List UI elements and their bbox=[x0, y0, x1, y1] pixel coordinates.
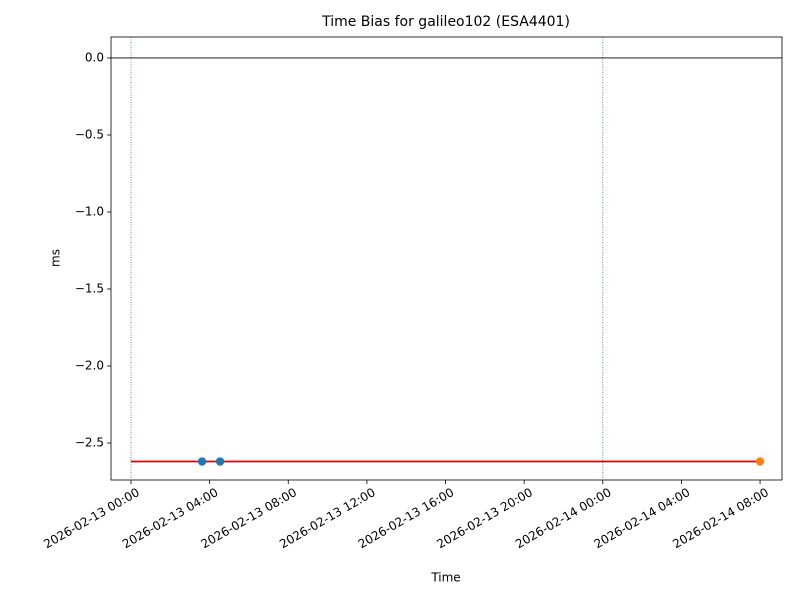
y-tick-label: −2.5 bbox=[75, 436, 104, 450]
plot-frame bbox=[110, 36, 783, 481]
data-point bbox=[197, 457, 207, 466]
data-point bbox=[755, 457, 765, 466]
y-tick-label: −2.0 bbox=[75, 359, 104, 373]
x-axis-label: Time bbox=[430, 571, 460, 585]
y-axis-label: ms bbox=[49, 249, 63, 267]
y-tick-label: −1.0 bbox=[75, 204, 104, 218]
y-tick-label: 0.0 bbox=[85, 50, 104, 64]
y-tick-label: −0.5 bbox=[75, 127, 104, 141]
y-tick-label: −1.5 bbox=[75, 281, 104, 295]
chart-title: Time Bias for galileo102 (ESA4401) bbox=[321, 14, 570, 30]
data-point bbox=[215, 457, 225, 466]
